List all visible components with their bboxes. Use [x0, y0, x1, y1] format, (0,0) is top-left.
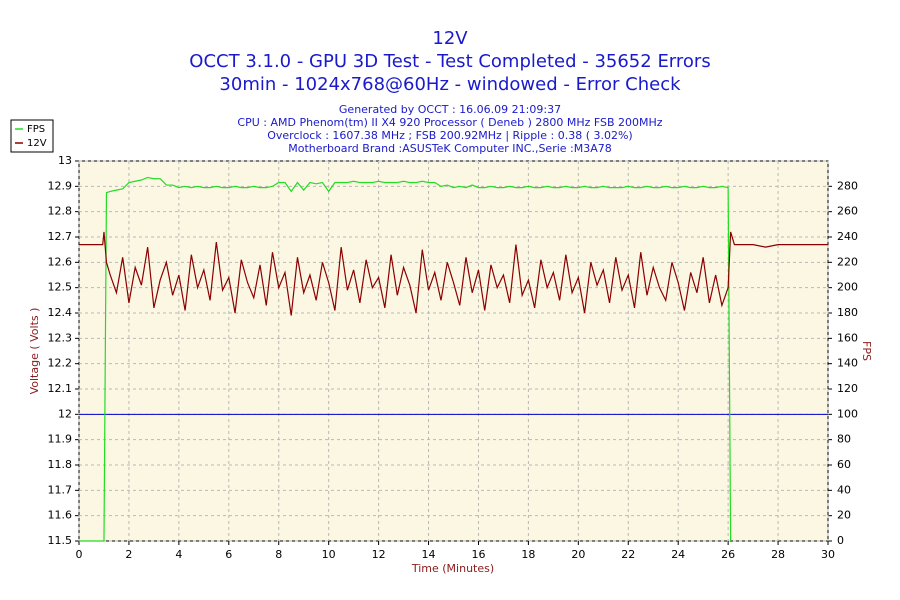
- y-tick-label: 12.7: [48, 230, 73, 243]
- y-tick-label: 12.6: [48, 255, 73, 268]
- y2-tick-label: 200: [837, 281, 858, 294]
- y-tick-label: 12: [58, 407, 72, 420]
- y2-tick-label: 100: [837, 407, 858, 420]
- x-tick-label: 12: [372, 548, 386, 561]
- y2-tick-label: 60: [837, 458, 851, 471]
- y-tick-label: 11.7: [48, 483, 73, 496]
- y-tick-label: 12.4: [48, 306, 73, 319]
- x-tick-label: 30: [821, 548, 835, 561]
- y2-tick-label: 120: [837, 382, 858, 395]
- x-tick-label: 6: [225, 548, 232, 561]
- y2-axis-label: FPS: [860, 341, 873, 361]
- legend-label: 12V: [27, 138, 47, 149]
- x-tick-label: 24: [671, 548, 685, 561]
- y2-tick-label: 160: [837, 331, 858, 344]
- y-axis-label: Voltage ( Volts ): [28, 308, 41, 395]
- y-tick-label: 12.2: [48, 357, 73, 370]
- x-tick-label: 10: [322, 548, 336, 561]
- x-axis-label: Time (Minutes): [411, 562, 494, 575]
- y2-tick-label: 40: [837, 483, 851, 496]
- y-tick-label: 11.5: [48, 534, 73, 547]
- y2-tick-label: 280: [837, 179, 858, 192]
- y-tick-label: 12.8: [48, 205, 73, 218]
- x-tick-label: 8: [275, 548, 282, 561]
- x-tick-label: 26: [721, 548, 735, 561]
- y-tick-label: 12.5: [48, 281, 73, 294]
- x-tick-label: 4: [175, 548, 182, 561]
- y-tick-label: 12.1: [48, 382, 73, 395]
- chart-subtitle: 30min - 1024x768@60Hz - windowed - Error…: [219, 74, 681, 95]
- y-tick-label: 11.9: [48, 433, 73, 446]
- y2-tick-label: 0: [837, 534, 844, 547]
- x-tick-label: 22: [621, 548, 635, 561]
- chart-subtitle: OCCT 3.1.0 - GPU 3D Test - Test Complete…: [189, 51, 710, 72]
- y2-tick-label: 220: [837, 255, 858, 268]
- x-tick-label: 2: [125, 548, 132, 561]
- series-line: [79, 231, 828, 316]
- x-tick-label: 18: [521, 548, 535, 561]
- x-tick-label: 16: [471, 548, 485, 561]
- series-line: [79, 176, 732, 542]
- y-tick-label: 11.6: [48, 509, 73, 522]
- y2-tick-label: 80: [837, 433, 851, 446]
- y2-tick-label: 140: [837, 357, 858, 370]
- info-line: Overclock : 1607.38 MHz ; FSB 200.92MHz …: [267, 129, 632, 142]
- x-tick-label: 14: [422, 548, 436, 561]
- y2-tick-label: 20: [837, 509, 851, 522]
- y-tick-label: 11.8: [48, 458, 73, 471]
- x-tick-label: 28: [771, 548, 785, 561]
- y-tick-label: 13: [58, 154, 72, 167]
- plot-area: [78, 160, 829, 542]
- x-tick-label: 0: [76, 548, 83, 561]
- y-tick-label: 12.3: [48, 331, 73, 344]
- info-line: CPU : AMD Phenom(tm) II X4 920 Processor…: [237, 116, 662, 129]
- y-tick-label: 12.9: [48, 179, 73, 192]
- y2-tick-label: 240: [837, 230, 858, 243]
- y2-tick-label: 180: [837, 306, 858, 319]
- info-line: Motherboard Brand :ASUSTeK Computer INC.…: [288, 142, 612, 155]
- info-line: Generated by OCCT : 16.06.09 21:09:37: [339, 103, 561, 116]
- x-tick-label: 20: [571, 548, 585, 561]
- y2-tick-label: 260: [837, 205, 858, 218]
- legend-label: FPS: [27, 124, 45, 135]
- legend-box: [10, 119, 54, 153]
- chart-title: 12V: [432, 28, 468, 49]
